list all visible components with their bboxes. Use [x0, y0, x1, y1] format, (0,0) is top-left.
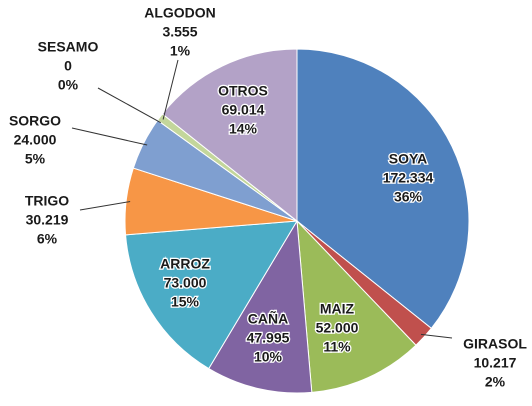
slice-value: 30.219 [26, 212, 69, 228]
slice-value: 172.334 [383, 170, 434, 186]
slice-value: 52.000 [316, 320, 359, 336]
slice-value: 24.000 [14, 132, 57, 148]
slice-percent: 14% [229, 121, 258, 137]
pie-slice [125, 220, 298, 370]
slice-name: ARROZ [160, 256, 210, 272]
slice-name: SOYA [389, 151, 427, 167]
leader-line [420, 333, 453, 339]
pie-slice [296, 48, 470, 330]
slice-percent: 5% [25, 151, 46, 167]
slice-percent: 10% [254, 349, 283, 365]
leader-line [97, 87, 162, 124]
leader-line [79, 201, 131, 211]
pie-slice [296, 219, 417, 393]
slice-name: ALGODON [144, 5, 216, 21]
slice-name: TRIGO [25, 193, 69, 209]
slice-name: SESAMO [38, 39, 99, 55]
slice-percent: 2% [485, 374, 506, 390]
slice-name: CAÑA [248, 310, 288, 327]
slice-value: 10.217 [474, 355, 517, 371]
slice-name: MAIZ [320, 301, 355, 317]
slice-value: 47.995 [247, 330, 290, 346]
pie-slice [161, 48, 298, 223]
slice-percent: 36% [394, 189, 423, 205]
slice-percent: 11% [323, 339, 351, 355]
leader-line [162, 59, 179, 120]
slice-name: OTROS [218, 83, 268, 99]
slice-value: 0 [64, 58, 72, 74]
pie-slice [208, 219, 313, 394]
leader-line [71, 127, 148, 146]
slice-percent: 0% [58, 77, 79, 93]
slice-percent: 1% [170, 43, 191, 59]
slice-percent: 6% [37, 231, 58, 247]
slice-value: 73.000 [164, 275, 207, 291]
slice-percent: 15% [171, 294, 200, 310]
slice-name: SORGO [9, 113, 61, 129]
slice-value: 3.555 [162, 24, 197, 40]
slice-name: GIRASOL [463, 336, 527, 352]
slice-value: 69.014 [222, 102, 265, 118]
